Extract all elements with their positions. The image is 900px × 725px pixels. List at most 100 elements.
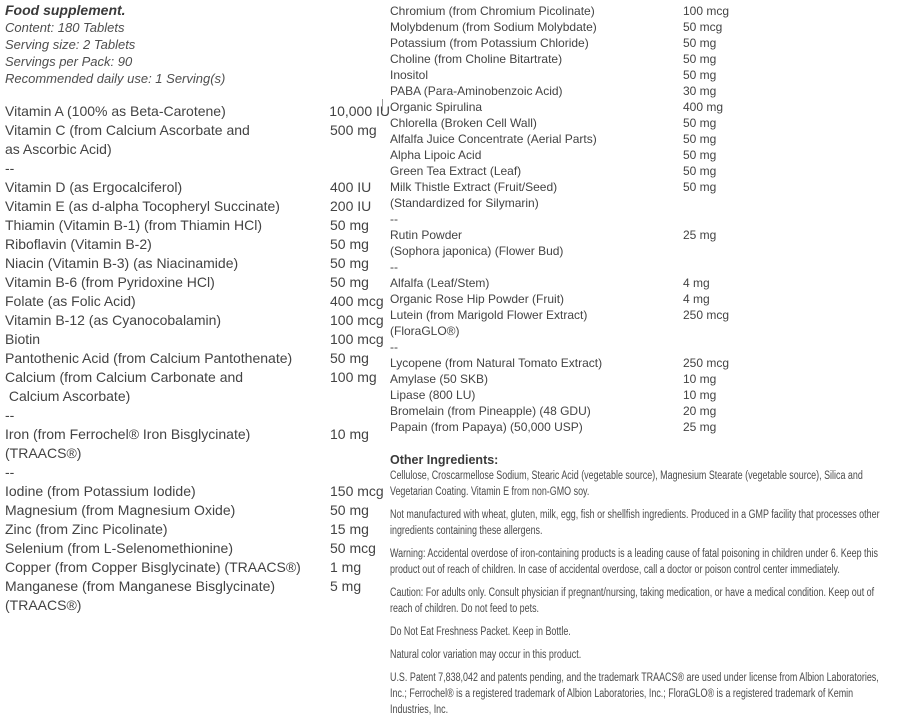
nutrient-list-right: Chromium (from Chromium Picolinate) 100 m… bbox=[390, 3, 900, 435]
nutrient-row: Milk Thistle Extract (Fruit/Seed) (Standa… bbox=[390, 179, 900, 211]
nutrient-name: -- bbox=[5, 464, 15, 480]
text-caret-artifact bbox=[382, 99, 383, 111]
separator-row: -- bbox=[390, 259, 900, 275]
nutrient-row: Vitamin B-6 (from Pyridoxine HCl) 50 mg bbox=[5, 273, 390, 292]
nutrient-row: Vitamin E (as d-alpha Tocopheryl Succina… bbox=[5, 197, 390, 216]
nutrient-name: Vitamin D (as Ergocalciferol) bbox=[5, 179, 183, 195]
nutrient-name: Manganese (from Manganese Bisglycinate)(… bbox=[5, 578, 276, 613]
nutrient-name: -- bbox=[390, 212, 398, 226]
nutrient-name: Lycopene (from Natural Tomato Extract) bbox=[390, 356, 603, 370]
nutrient-amount: 50 mg bbox=[683, 180, 717, 194]
nutrient-row: Iodine (from Potassium Iodide) 150 mcg bbox=[5, 482, 390, 501]
nutrient-amount: 50 mg bbox=[683, 148, 717, 162]
nutrient-name: Organic Spirulina bbox=[390, 100, 483, 114]
nutrient-row: Folate (as Folic Acid) 400 mcg bbox=[5, 292, 390, 311]
separator-row: -- bbox=[5, 159, 390, 178]
nutrient-amount: 150 mcg bbox=[330, 483, 384, 499]
nutrient-amount: 20 mg bbox=[683, 404, 717, 418]
nutrient-amount: 100 mcg bbox=[330, 331, 384, 347]
nutrient-row: Bromelain (from Pineapple) (48 GDU) 20 mg bbox=[390, 403, 900, 419]
nutrient-row: Choline (from Choline Bitartrate) 50 mg bbox=[390, 51, 900, 67]
nutrient-name: Chromium (from Chromium Picolinate) bbox=[390, 4, 595, 18]
nutrient-amount: 4 mg bbox=[683, 276, 710, 290]
nutrient-name: Potassium (from Potassium Chloride) bbox=[390, 36, 589, 50]
nutrient-amount: 400 mcg bbox=[330, 293, 384, 309]
nutrient-name: Lutein (from Marigold Flower Extract) (Fl… bbox=[390, 308, 588, 338]
nutrient-row: Alfalfa Juice Concentrate (Aerial Parts)… bbox=[390, 131, 900, 147]
note-paragraph: Do Not Eat Freshness Packet. Keep in Bot… bbox=[390, 626, 571, 638]
nutrient-amount: 50 mg bbox=[683, 116, 717, 130]
nutrient-row: Inositol 50 mg bbox=[390, 67, 900, 83]
nutrient-row: Vitamin D (as Ergocalciferol) 400 IU bbox=[5, 178, 390, 197]
nutrient-name: Vitamin A (100% as Beta-Carotene) bbox=[5, 103, 226, 119]
nutrient-name: Vitamin E (as d-alpha Tocopheryl Succina… bbox=[5, 198, 280, 214]
nutrient-name: Pantothenic Acid (from Calcium Pantothen… bbox=[5, 350, 293, 366]
note-paragraph: U.S. Patent 7,838,042 and patents pendin… bbox=[390, 672, 879, 716]
nutrient-amount: 50 mg bbox=[330, 255, 369, 271]
nutrient-name: -- bbox=[390, 340, 398, 354]
product-type-title: Food supplement. bbox=[5, 2, 126, 18]
nutrient-amount: 250 mcg bbox=[683, 356, 730, 370]
nutrient-name: Alfalfa (Leaf/Stem) bbox=[390, 276, 490, 290]
nutrient-name: Alfalfa Juice Concentrate (Aerial Parts) bbox=[390, 132, 597, 146]
nutrient-row: Biotin 100 mcg bbox=[5, 330, 390, 349]
nutrient-amount: 50 mg bbox=[683, 36, 717, 50]
nutrient-amount: 50 mg bbox=[330, 274, 369, 290]
nutrient-row: Organic Spirulina 400 mg bbox=[390, 99, 900, 115]
separator-row: -- bbox=[390, 339, 900, 355]
nutrient-name: PABA (Para-Aminobenzoic Acid) bbox=[390, 84, 563, 98]
nutrient-amount: 50 mcg bbox=[330, 540, 376, 556]
nutrient-amount: 400 IU bbox=[330, 179, 372, 195]
nutrient-row: Chromium (from Chromium Picolinate) 100 m… bbox=[390, 3, 900, 19]
nutrient-row: Zinc (from Zinc Picolinate) 15 mg bbox=[5, 520, 390, 539]
nutrient-amount: 5 mg bbox=[330, 578, 362, 594]
nutrient-amount: 50 mg bbox=[683, 132, 717, 146]
nutrient-row: Vitamin C (from Calcium Ascorbate and as … bbox=[5, 121, 390, 159]
nutrient-row: Potassium (from Potassium Chloride) 50 mg bbox=[390, 35, 900, 51]
note-paragraph: Warning: Accidental overdose of iron-con… bbox=[390, 548, 878, 576]
nutrient-amount: 30 mg bbox=[683, 84, 717, 98]
nutrient-name: Vitamin C (from Calcium Ascorbate and as … bbox=[5, 122, 250, 157]
nutrient-amount: 100 mg bbox=[330, 369, 377, 385]
nutrient-row: Selenium (from L-Selenomethionine) 50 mcg bbox=[5, 539, 390, 558]
note-paragraph: Not manufactured with wheat, gluten, mil… bbox=[390, 509, 880, 537]
separator-row: -- bbox=[5, 463, 390, 482]
nutrient-name: Chlorella (Broken Cell Wall) bbox=[390, 116, 537, 130]
nutrient-row: Organic Rose Hip Powder (Fruit) 4 mg bbox=[390, 291, 900, 307]
nutrient-name: -- bbox=[5, 407, 15, 423]
nutrient-row: Vitamin B-12 (as Cyanocobalamin) 100 mcg bbox=[5, 311, 390, 330]
nutrient-name: Zinc (from Zinc Picolinate) bbox=[5, 521, 168, 537]
nutrient-amount: 10 mg bbox=[330, 426, 369, 442]
nutrient-row: Manganese (from Manganese Bisglycinate)(… bbox=[5, 577, 390, 615]
notes-section: Other Ingredients: Cellulose, Croscarmel… bbox=[390, 452, 900, 718]
note-paragraph: Natural color variation may occur in thi… bbox=[390, 649, 582, 661]
nutrient-row: Molybdenum (from Sodium Molybdate) 50 mcg bbox=[390, 19, 900, 35]
note-paragraph: Caution: For adults only. Consult physic… bbox=[390, 587, 875, 615]
nutrient-row: Papain (from Papaya) (50,000 USP) 25 mg bbox=[390, 419, 900, 435]
nutrient-name: Milk Thistle Extract (Fruit/Seed) (Standa… bbox=[390, 180, 558, 210]
nutrient-name: Bromelain (from Pineapple) (48 GDU) bbox=[390, 404, 591, 418]
nutrient-name: Molybdenum (from Sodium Molybdate) bbox=[390, 20, 597, 34]
nutrient-row: Calcium (from Calcium Carbonate and Calc… bbox=[5, 368, 390, 406]
nutrient-name: Lipase (800 LU) bbox=[390, 388, 476, 402]
nutrient-amount: 1 mg bbox=[330, 559, 362, 575]
nutrient-name: -- bbox=[390, 260, 398, 274]
nutrient-name: Folate (as Folic Acid) bbox=[5, 293, 136, 309]
notes-paragraphs: Cellulose, Croscarmellose Sodium, Steari… bbox=[390, 468, 895, 718]
nutrient-amount: 100 mcg bbox=[330, 312, 384, 328]
nutrient-amount: 10 mg bbox=[683, 372, 717, 386]
nutrient-name: Organic Rose Hip Powder (Fruit) bbox=[390, 292, 565, 306]
nutrient-row: Thiamin (Vitamin B-1) (from Thiamin HCl)… bbox=[5, 216, 390, 235]
nutrient-row: Green Tea Extract (Leaf) 50 mg bbox=[390, 163, 900, 179]
separator-row: -- bbox=[390, 211, 900, 227]
nutrient-row: Chlorella (Broken Cell Wall) 50 mg bbox=[390, 115, 900, 131]
nutrient-amount: 100 mcg bbox=[683, 4, 730, 18]
product-header: Food supplement. Content: 180 Tablets Ser… bbox=[5, 2, 390, 87]
nutrient-name: Thiamin (Vitamin B-1) (from Thiamin HCl) bbox=[5, 217, 262, 233]
nutrient-row: Vitamin A (100% as Beta-Carotene) 10,000 … bbox=[5, 102, 390, 121]
nutrient-row: Alpha Lipoic Acid 50 mg bbox=[390, 147, 900, 163]
nutrient-name: Choline (from Choline Bitartrate) bbox=[390, 52, 563, 66]
nutrient-name: Copper (from Copper Bisglycinate) (TRAAC… bbox=[5, 559, 301, 575]
nutrient-name: Riboflavin (Vitamin B-2) bbox=[5, 236, 152, 252]
nutrient-amount: 400 mg bbox=[683, 100, 724, 114]
